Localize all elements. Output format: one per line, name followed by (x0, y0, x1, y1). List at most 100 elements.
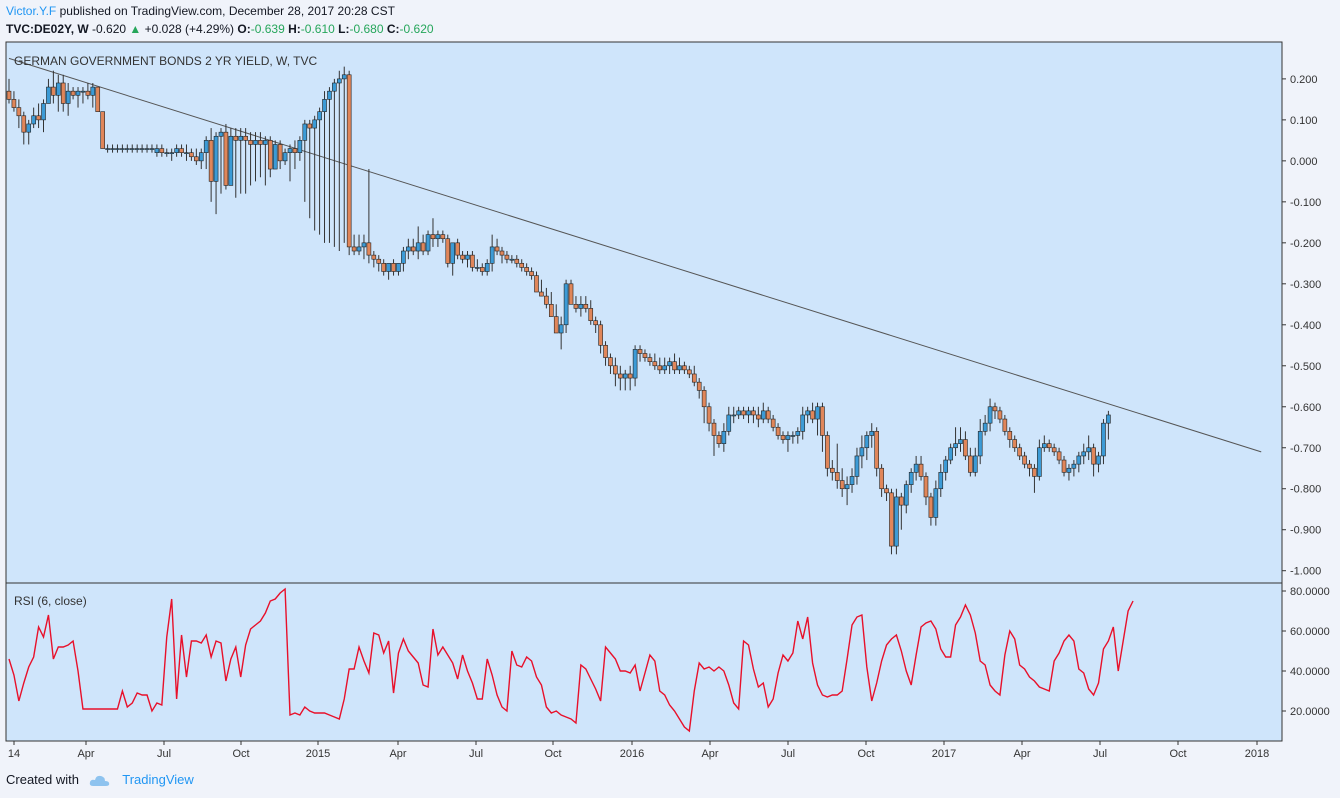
candle-body (563, 283, 569, 326)
candle-body (977, 431, 983, 457)
candle-body (894, 496, 899, 547)
candle (1096, 451, 1101, 473)
candle-body (627, 373, 633, 379)
candle (1022, 451, 1027, 469)
candle (100, 111, 105, 149)
candle (366, 169, 372, 264)
time-tick-label: Apr (389, 748, 406, 760)
candle-body (184, 152, 189, 154)
candle-body (144, 148, 150, 150)
candle (337, 70, 342, 252)
time-tick-label: Jul (1093, 748, 1107, 760)
candle-body (1061, 459, 1067, 473)
candle-body (159, 148, 165, 153)
candle (608, 353, 613, 374)
candle (1086, 435, 1091, 461)
candle-body (918, 463, 924, 477)
price-pane[interactable] (5, 41, 1283, 584)
candle (943, 455, 949, 481)
candle-body (489, 246, 495, 264)
candle-body (726, 414, 732, 432)
candle-body (248, 140, 253, 145)
candle (514, 255, 520, 268)
candle-body (445, 238, 451, 264)
candle (36, 103, 41, 129)
candle (149, 144, 155, 153)
candle (1081, 443, 1087, 465)
candle (613, 357, 618, 387)
candle (208, 128, 214, 202)
candle-body (223, 131, 229, 186)
triangle-up-icon: ▲ (129, 22, 142, 36)
open-value: -0.639 (250, 22, 285, 36)
candle (475, 259, 480, 272)
candle-body (396, 263, 401, 272)
candle-body (825, 435, 830, 469)
candle (494, 238, 500, 256)
candle-body (1106, 414, 1111, 424)
candle-body (179, 148, 184, 153)
candle (933, 480, 939, 526)
time-tick-label: Apr (77, 748, 94, 760)
candle (746, 406, 751, 424)
candle (391, 259, 396, 276)
candle-body (603, 344, 608, 358)
price-tick-label: -0.100 (1290, 197, 1321, 209)
candle-body (465, 254, 470, 260)
candle-body (100, 111, 105, 149)
candle (129, 144, 135, 153)
candle-body (923, 476, 929, 498)
author-link[interactable]: Victor.Y.F (6, 4, 57, 18)
candle-body (21, 115, 27, 133)
candle-body (519, 263, 525, 268)
candle-body (657, 365, 663, 371)
candle-body (351, 246, 357, 252)
candle-body (529, 271, 534, 276)
price-tick-label: -0.800 (1290, 484, 1321, 496)
candle-body (105, 148, 110, 150)
candle-body (711, 422, 717, 436)
candle-body (218, 131, 224, 137)
candle (386, 263, 391, 280)
candle (401, 246, 406, 272)
candle-body (1071, 463, 1077, 469)
candle-body (982, 422, 988, 432)
candle (174, 144, 179, 157)
candle (46, 78, 51, 104)
candle-body (410, 246, 416, 252)
time-tick-label: Jul (781, 748, 795, 760)
candle (1071, 460, 1077, 477)
candle (371, 251, 377, 268)
candle (770, 414, 776, 432)
candle (307, 119, 313, 219)
candle-body (174, 148, 179, 153)
candle (889, 488, 894, 555)
candle (869, 423, 875, 448)
time-tick-label: Oct (1169, 748, 1186, 760)
candle (376, 255, 382, 272)
candle-body (1042, 443, 1047, 449)
candle-body (31, 115, 36, 125)
candle-body (1081, 451, 1087, 457)
footer: Created with TradingView (6, 772, 194, 788)
candle-body (302, 123, 308, 141)
rsi-pane[interactable] (5, 582, 1283, 742)
candle (41, 99, 46, 133)
candle (238, 128, 244, 194)
candle (903, 480, 909, 514)
candle-body (908, 472, 914, 485)
candle (775, 423, 781, 440)
candle-body (642, 353, 648, 358)
candle (627, 365, 633, 391)
candle (583, 296, 589, 313)
candle-body (884, 488, 889, 494)
candle (756, 406, 761, 428)
trendline (8, 57, 1262, 453)
candle-body (736, 410, 741, 416)
rsi-tick-label: 80.0000 (1290, 586, 1330, 598)
tradingview-brand-link[interactable]: TradingView (122, 772, 194, 787)
rsi-tick-label: 60.0000 (1290, 626, 1330, 638)
candle-body (460, 254, 465, 260)
candle (51, 70, 56, 104)
